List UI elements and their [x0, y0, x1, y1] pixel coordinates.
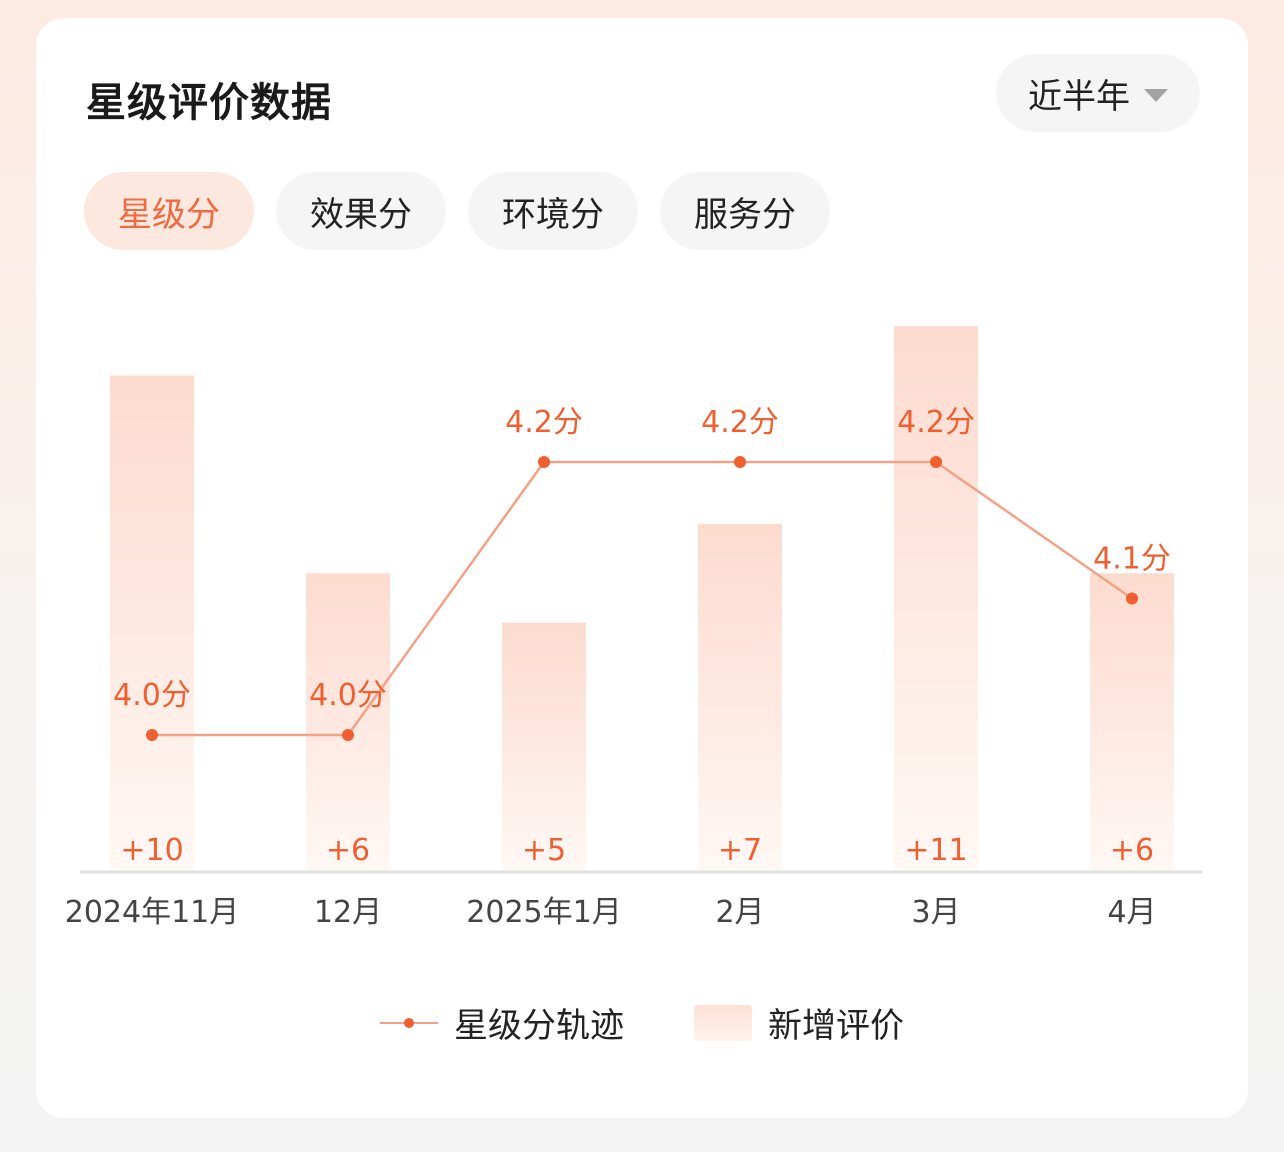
score-point [342, 729, 354, 741]
score-value-label: 4.1分 [1093, 542, 1171, 577]
score-value-label: 4.0分 [113, 678, 191, 713]
score-point [1126, 592, 1138, 605]
legend-line-marker [380, 1011, 438, 1035]
tab-star-score[interactable]: 星级分 [84, 172, 254, 250]
bar-value-label: +11 [904, 833, 967, 868]
card-title: 星级评价数据 [86, 80, 332, 126]
score-value-label: 4.2分 [897, 405, 975, 440]
labels-layer: +10 +6 +5 +7 +11 +6 4.0分 4.0分 4.2分 4.2分 4.2分 4.1分 20… [65, 405, 1171, 930]
x-axis-tick-label: 2月 [715, 895, 764, 930]
x-axis-tick-label: 2024年11月 [65, 895, 240, 930]
tab-effect-score[interactable]: 效果分 [276, 172, 446, 250]
tab-service-score[interactable]: 服务分 [660, 172, 830, 250]
chart-legend: 星级分轨迹 新增评价 [36, 998, 1248, 1047]
bar-value-label: +5 [522, 833, 566, 868]
score-value-label: 4.2分 [701, 405, 779, 440]
rating-chart: +10 +6 +5 +7 +11 +6 4.0分 4.0分 4.2分 4.2分 4.2分 4.1分 20… [65, 326, 1202, 930]
review-bar [1090, 573, 1174, 870]
score-point [146, 729, 158, 741]
period-dropdown[interactable]: 近半年 [996, 54, 1200, 132]
legend-item-line: 星级分轨迹 [380, 998, 624, 1047]
chevron-down-icon [1144, 88, 1168, 102]
review-bar [110, 375, 194, 870]
star-rating-card: 星级评价数据 近半年 星级分 效果分 环境分 服务分 +10 +6 +5 +7 +11 +… [36, 18, 1248, 1118]
x-axis-tick-label: 3月 [911, 895, 960, 930]
tab-environment-score[interactable]: 环境分 [468, 172, 638, 250]
review-bar [502, 622, 586, 870]
score-tabs: 星级分 效果分 环境分 服务分 [84, 172, 830, 250]
bar-value-label: +6 [1110, 833, 1154, 868]
x-axis-tick-label: 4月 [1107, 895, 1156, 930]
legend-line-label: 星级分轨迹 [454, 1006, 624, 1046]
legend-item-bar: 新增评价 [694, 998, 904, 1047]
score-point [538, 456, 550, 468]
review-bar [698, 523, 782, 870]
bar-value-label: +7 [718, 833, 762, 868]
bar-value-label: +10 [120, 833, 183, 868]
score-point [734, 456, 746, 468]
score-value-label: 4.0分 [309, 678, 387, 713]
score-point [930, 456, 942, 468]
bar-value-label: +6 [326, 833, 370, 868]
x-axis-tick-label: 2025年1月 [466, 895, 621, 930]
legend-bar-swatch [694, 1004, 752, 1041]
x-axis-tick-label: 12月 [314, 895, 382, 930]
bars-layer [110, 326, 1174, 870]
review-bar [894, 326, 978, 870]
line-layer [146, 456, 1138, 741]
review-bar [306, 573, 390, 870]
score-value-label: 4.2分 [505, 405, 583, 440]
legend-bar-label: 新增评价 [768, 1006, 904, 1046]
score-trend-line [152, 460, 1133, 737]
period-dropdown-label: 近半年 [1028, 76, 1130, 117]
